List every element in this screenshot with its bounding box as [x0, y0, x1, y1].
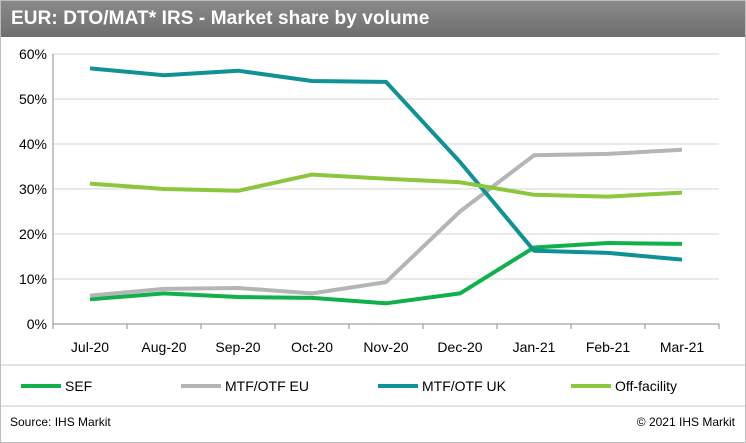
- y-tick-label: 40%: [19, 136, 47, 152]
- legend: SEF MTF/OTF EU MTF/OTF UK Off-facility: [21, 378, 677, 394]
- chart-title: EUR: DTO/MAT* IRS - Market share by volu…: [11, 8, 430, 29]
- x-tick-label: Oct-20: [291, 339, 333, 355]
- x-tick-label: Dec-20: [437, 339, 482, 355]
- copyright-note: © 2021 IHS Markit: [636, 415, 735, 429]
- source-note: Source: IHS Markit: [10, 415, 111, 429]
- x-tick-label: Feb-21: [586, 339, 631, 355]
- legend-label-sef: SEF: [65, 378, 92, 394]
- x-tick-label: Mar-21: [660, 339, 705, 355]
- y-tick-label: 0%: [27, 316, 47, 332]
- x-tick-label: Jul-20: [71, 339, 109, 355]
- x-tick-label: Jan-21: [513, 339, 556, 355]
- grid: [53, 53, 719, 280]
- legend-label-mtf-otf-eu: MTF/OTF EU: [225, 378, 309, 394]
- y-tick-label: 50%: [19, 91, 47, 107]
- y-tick-label: 30%: [19, 181, 47, 197]
- x-tick-label: Sep-20: [215, 339, 260, 355]
- series-line-mtf-otf-eu: [89, 147, 683, 298]
- y-tick-label: 10%: [19, 271, 47, 287]
- y-tick-label: 20%: [19, 226, 47, 242]
- legend-label-off-facility: Off-facility: [615, 378, 677, 394]
- x-tick-label: Nov-20: [363, 339, 408, 355]
- y-axis: 0% 10% 20% 30% 40% 50% 60%: [19, 46, 54, 332]
- x-axis: Jul-20 Aug-20 Sep-20 Oct-20 Nov-20 Dec-20 Jan-…: [52, 323, 720, 355]
- x-tick-label: Aug-20: [141, 339, 186, 355]
- series-line-off-facility: [89, 172, 683, 199]
- series-line-sef: [89, 241, 683, 306]
- series-line-mtf-otf-uk: [89, 66, 683, 262]
- legend-label-mtf-otf-uk: MTF/OTF UK: [422, 378, 507, 394]
- title-bar: EUR: DTO/MAT* IRS - Market share by volu…: [1, 1, 745, 37]
- series-lines: [89, 66, 683, 306]
- y-tick-label: 60%: [19, 46, 47, 62]
